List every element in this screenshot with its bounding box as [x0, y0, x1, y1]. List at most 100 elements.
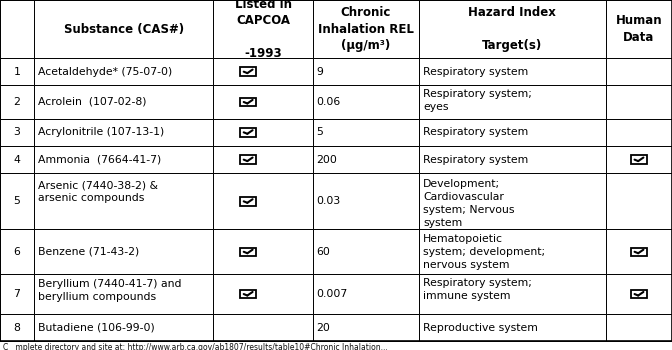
Bar [419, 173, 606, 229]
Bar [312, 119, 419, 146]
Text: 8: 8 [13, 323, 20, 332]
Text: 5: 5 [317, 127, 323, 137]
Bar [606, 119, 672, 146]
Text: 6: 6 [13, 247, 20, 257]
Bar [240, 247, 256, 256]
Bar [0, 146, 34, 173]
Bar [312, 274, 419, 314]
Text: 2: 2 [13, 97, 20, 107]
Bar [0, 229, 34, 274]
Bar [0, 173, 34, 229]
Bar [606, 173, 672, 229]
Bar [419, 85, 606, 119]
Bar [34, 314, 214, 341]
Text: 20: 20 [317, 323, 331, 332]
Bar [606, 85, 672, 119]
Text: Respiratory system: Respiratory system [423, 127, 528, 137]
Text: Acrylonitrile (107-13-1): Acrylonitrile (107-13-1) [38, 127, 165, 137]
Text: Butadiene (106-99-0): Butadiene (106-99-0) [38, 323, 155, 332]
Bar [240, 197, 256, 205]
Text: Respiratory system;
immune system: Respiratory system; immune system [423, 278, 532, 301]
Bar [0, 85, 34, 119]
Text: Arsenic (7440-38-2) &
arsenic compounds: Arsenic (7440-38-2) & arsenic compounds [38, 180, 159, 203]
Bar [606, 314, 672, 341]
Text: Acrolein  (107-02-8): Acrolein (107-02-8) [38, 97, 147, 107]
Bar [214, 0, 312, 58]
Text: 4: 4 [13, 155, 20, 164]
Bar [419, 274, 606, 314]
Bar [0, 58, 34, 85]
Text: 0.03: 0.03 [317, 196, 341, 206]
Bar [0, 314, 34, 341]
Bar [312, 146, 419, 173]
Bar [214, 119, 312, 146]
Text: Human
Data: Human Data [616, 14, 663, 44]
Bar [34, 119, 214, 146]
Bar [34, 229, 214, 274]
Text: 1: 1 [13, 66, 20, 77]
Bar [214, 314, 312, 341]
Bar [419, 146, 606, 173]
Bar [312, 229, 419, 274]
Bar [0, 119, 34, 146]
Text: Hematopoietic
system; development;
nervous system: Hematopoietic system; development; nervo… [423, 234, 545, 270]
Bar [312, 173, 419, 229]
Text: Benzene (71-43-2): Benzene (71-43-2) [38, 247, 140, 257]
Bar [240, 98, 256, 106]
Text: Acetaldehyde* (75-07-0): Acetaldehyde* (75-07-0) [38, 66, 173, 77]
Text: 60: 60 [317, 247, 331, 257]
Text: Development;
Cardiovascular
system; Nervous
system: Development; Cardiovascular system; Nerv… [423, 179, 515, 229]
Text: Chronic
Inhalation REL
(μg/m³): Chronic Inhalation REL (μg/m³) [318, 6, 414, 52]
Bar [419, 229, 606, 274]
Bar [312, 85, 419, 119]
Text: Hazard Index

Target(s): Hazard Index Target(s) [468, 6, 556, 52]
Bar [419, 119, 606, 146]
Bar [240, 128, 256, 136]
Text: Ammonia  (7664-41-7): Ammonia (7664-41-7) [38, 155, 162, 164]
Text: Beryllium (7440-41-7) and
beryllium compounds: Beryllium (7440-41-7) and beryllium comp… [38, 279, 182, 302]
Bar [240, 155, 256, 164]
Text: 200: 200 [317, 155, 337, 164]
Bar [34, 173, 214, 229]
Bar [631, 155, 647, 164]
Bar [214, 229, 312, 274]
Bar [419, 0, 606, 58]
Bar [34, 274, 214, 314]
Text: Respiratory system;
eyes: Respiratory system; eyes [423, 89, 532, 112]
Bar [0, 0, 34, 58]
Bar [606, 229, 672, 274]
Text: 0.06: 0.06 [317, 97, 341, 107]
Text: Substance (CAS#): Substance (CAS#) [64, 22, 183, 35]
Bar [214, 173, 312, 229]
Bar [240, 290, 256, 298]
Text: 9: 9 [317, 66, 323, 77]
Bar [419, 58, 606, 85]
Bar [214, 146, 312, 173]
Bar [34, 146, 214, 173]
Text: Respiratory system: Respiratory system [423, 155, 528, 164]
Text: 0.007: 0.007 [317, 289, 348, 299]
Bar [0, 274, 34, 314]
Text: 3: 3 [13, 127, 20, 137]
Bar [312, 314, 419, 341]
Bar [419, 314, 606, 341]
Text: C   mplete directory and site at: http://www.arb.ca.gov/ab1807/results/table10#C: C mplete directory and site at: http://w… [3, 343, 388, 350]
Text: Listed in
CAPCOA

-1993: Listed in CAPCOA -1993 [235, 0, 292, 60]
Bar [214, 85, 312, 119]
Text: 7: 7 [13, 289, 20, 299]
Bar [606, 0, 672, 58]
Text: 5: 5 [13, 196, 20, 206]
Bar [606, 58, 672, 85]
Bar [606, 274, 672, 314]
Bar [34, 58, 214, 85]
Bar [312, 0, 419, 58]
Bar [34, 85, 214, 119]
Bar [631, 290, 647, 298]
Bar [34, 0, 214, 58]
Text: Reproductive system: Reproductive system [423, 323, 538, 332]
Bar [240, 68, 256, 76]
Text: Respiratory system: Respiratory system [423, 66, 528, 77]
Bar [631, 247, 647, 256]
Bar [606, 146, 672, 173]
Bar [214, 58, 312, 85]
